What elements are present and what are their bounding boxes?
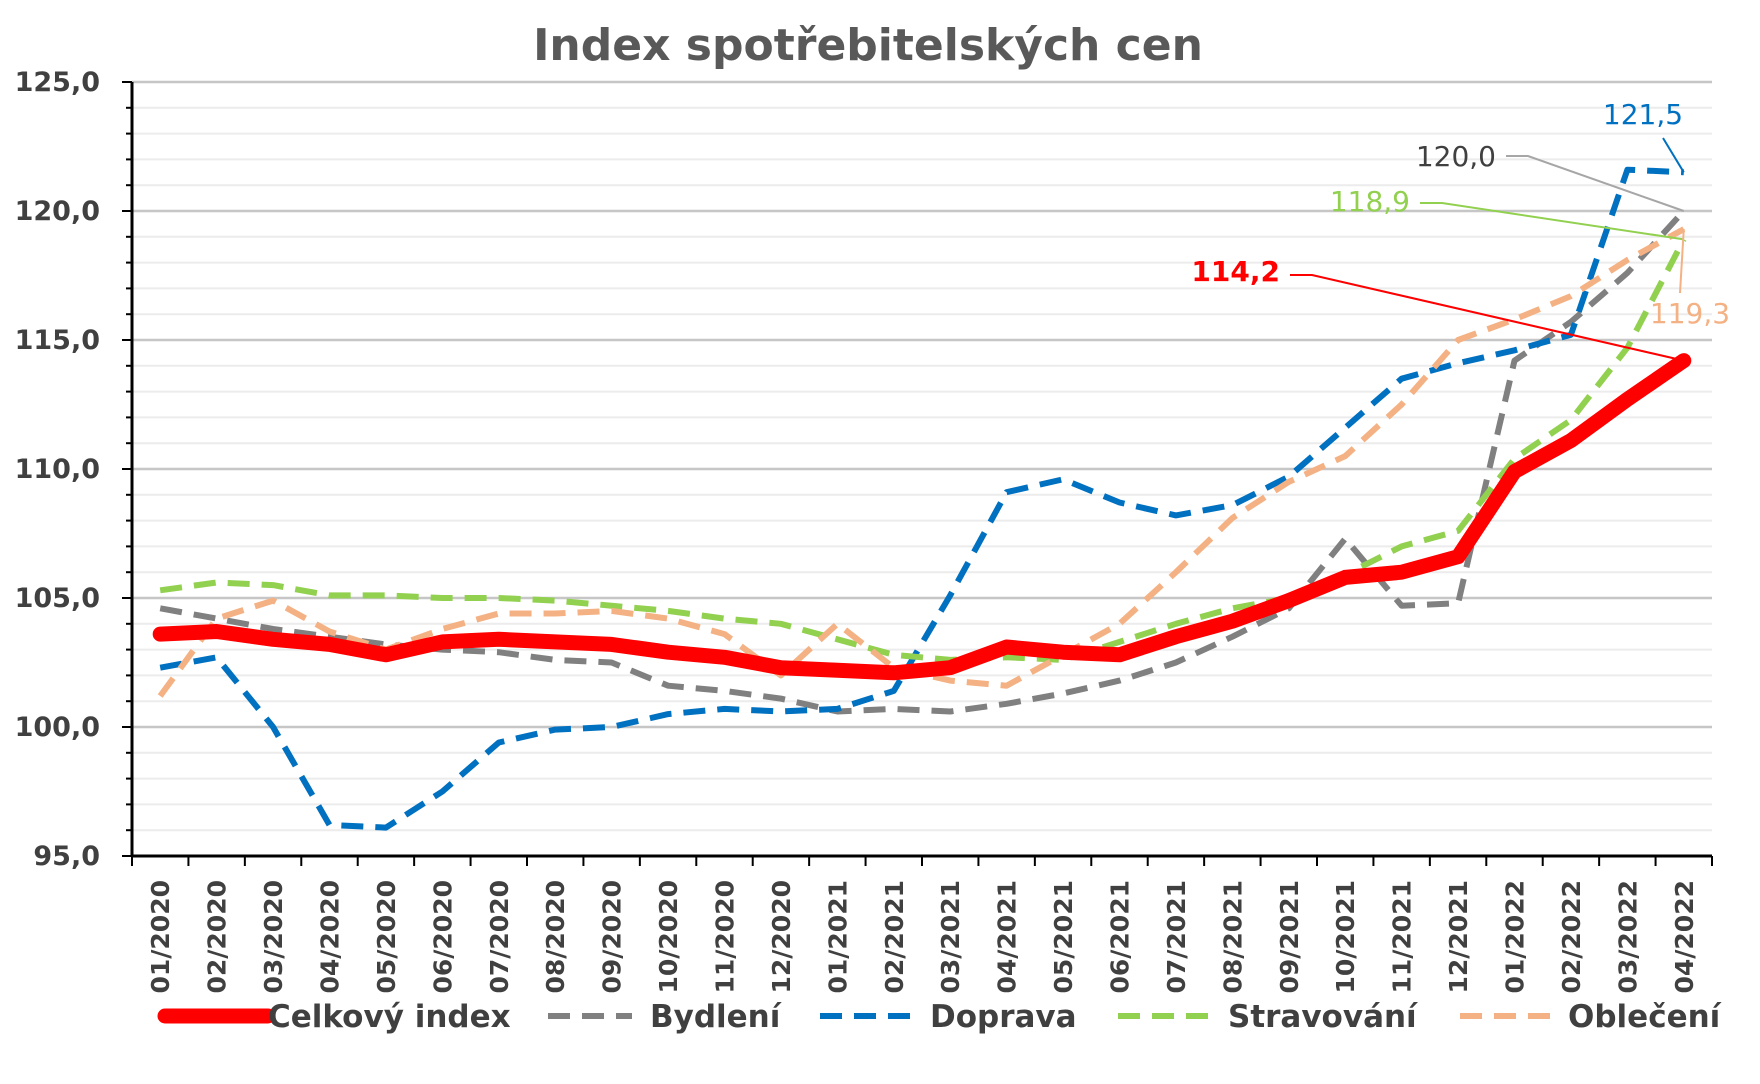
x-tick-label: 09/2021	[1275, 880, 1304, 994]
x-tick-label: 12/2020	[767, 880, 796, 994]
x-tick-label: 10/2020	[654, 880, 683, 994]
series-lines	[152, 166, 1692, 831]
data-label-leader	[1662, 137, 1685, 173]
legend-label-3: Stravování	[1228, 999, 1418, 1035]
data-label-leader	[1679, 229, 1685, 294]
x-tick-label: 02/2020	[203, 880, 232, 994]
x-tick-label: 07/2021	[1162, 880, 1191, 994]
legend: Celkový index Bydlení Doprava Stravování Obl…	[157, 999, 1722, 1035]
x-tick-label: 11/2021	[1388, 880, 1417, 994]
series-line-2	[159, 166, 1684, 831]
y-tick-label: 110,0	[15, 454, 100, 485]
legend-label-4: Oblečení	[1568, 999, 1722, 1035]
x-tick-label: 01/2021	[823, 880, 852, 994]
x-tick-label: 01/2020	[146, 880, 175, 994]
x-tick-label: 08/2020	[541, 880, 570, 994]
x-tick-label: 06/2020	[428, 880, 457, 994]
y-tick-label: 125,0	[15, 67, 100, 98]
data-label: 118,9	[1330, 185, 1410, 218]
series-line-0	[152, 353, 1692, 681]
x-tick-label: 01/2022	[1501, 880, 1530, 994]
legend-label-0: Celkový index	[268, 999, 511, 1035]
x-tick-label: 04/2021	[993, 880, 1022, 994]
x-tick-label: 02/2022	[1557, 880, 1586, 994]
data-label: 114,2	[1191, 255, 1280, 288]
x-tick-label: 04/2022	[1670, 880, 1699, 994]
x-tick-label: 10/2021	[1331, 880, 1360, 994]
data-label-leader	[1290, 274, 1685, 362]
x-tick-label: 04/2020	[316, 880, 345, 994]
data-label-leader	[1506, 155, 1685, 212]
data-label-leader	[1420, 202, 1684, 241]
x-tick-label: 07/2020	[485, 880, 514, 994]
y-tick-label: 105,0	[15, 583, 100, 614]
x-tick-label: 03/2021	[936, 880, 965, 994]
data-label: 119,3	[1650, 297, 1730, 330]
x-tick-label: 06/2021	[1106, 880, 1135, 994]
x-tick-label: 11/2020	[711, 880, 740, 994]
data-label: 121,5	[1603, 98, 1683, 131]
y-tick-label: 95,0	[33, 841, 100, 872]
series-line-3	[159, 238, 1687, 663]
x-tick-label: 09/2020	[598, 880, 627, 994]
y-tick-label: 100,0	[15, 712, 100, 743]
series-line-4	[157, 226, 1686, 698]
legend-label-1: Bydlení	[650, 999, 782, 1035]
series-line-1	[159, 208, 1687, 715]
axes: 95,0 100,0 105,0 110,0 115,0 120,0 125,0 01/202…	[15, 67, 1713, 994]
data-labels: 114,2 120,0 121,5 118,9 119,3	[1191, 98, 1730, 362]
x-tick-label: 03/2022	[1613, 880, 1642, 994]
y-tick-label: 120,0	[15, 196, 100, 227]
x-tick-label: 03/2020	[259, 880, 288, 994]
x-tick-label: 08/2021	[1218, 880, 1247, 994]
data-label: 120,0	[1416, 140, 1496, 173]
x-tick-label: 02/2021	[880, 880, 909, 994]
x-tick-label: 12/2021	[1444, 880, 1473, 994]
x-tick-label: 05/2021	[1049, 880, 1078, 994]
legend-label-2: Doprava	[930, 999, 1077, 1035]
grid-lines	[132, 80, 1712, 832]
chart-title: Index spotřebitelských cen	[533, 20, 1203, 71]
x-tick-label: 05/2020	[372, 880, 401, 994]
y-tick-label: 115,0	[15, 325, 100, 356]
